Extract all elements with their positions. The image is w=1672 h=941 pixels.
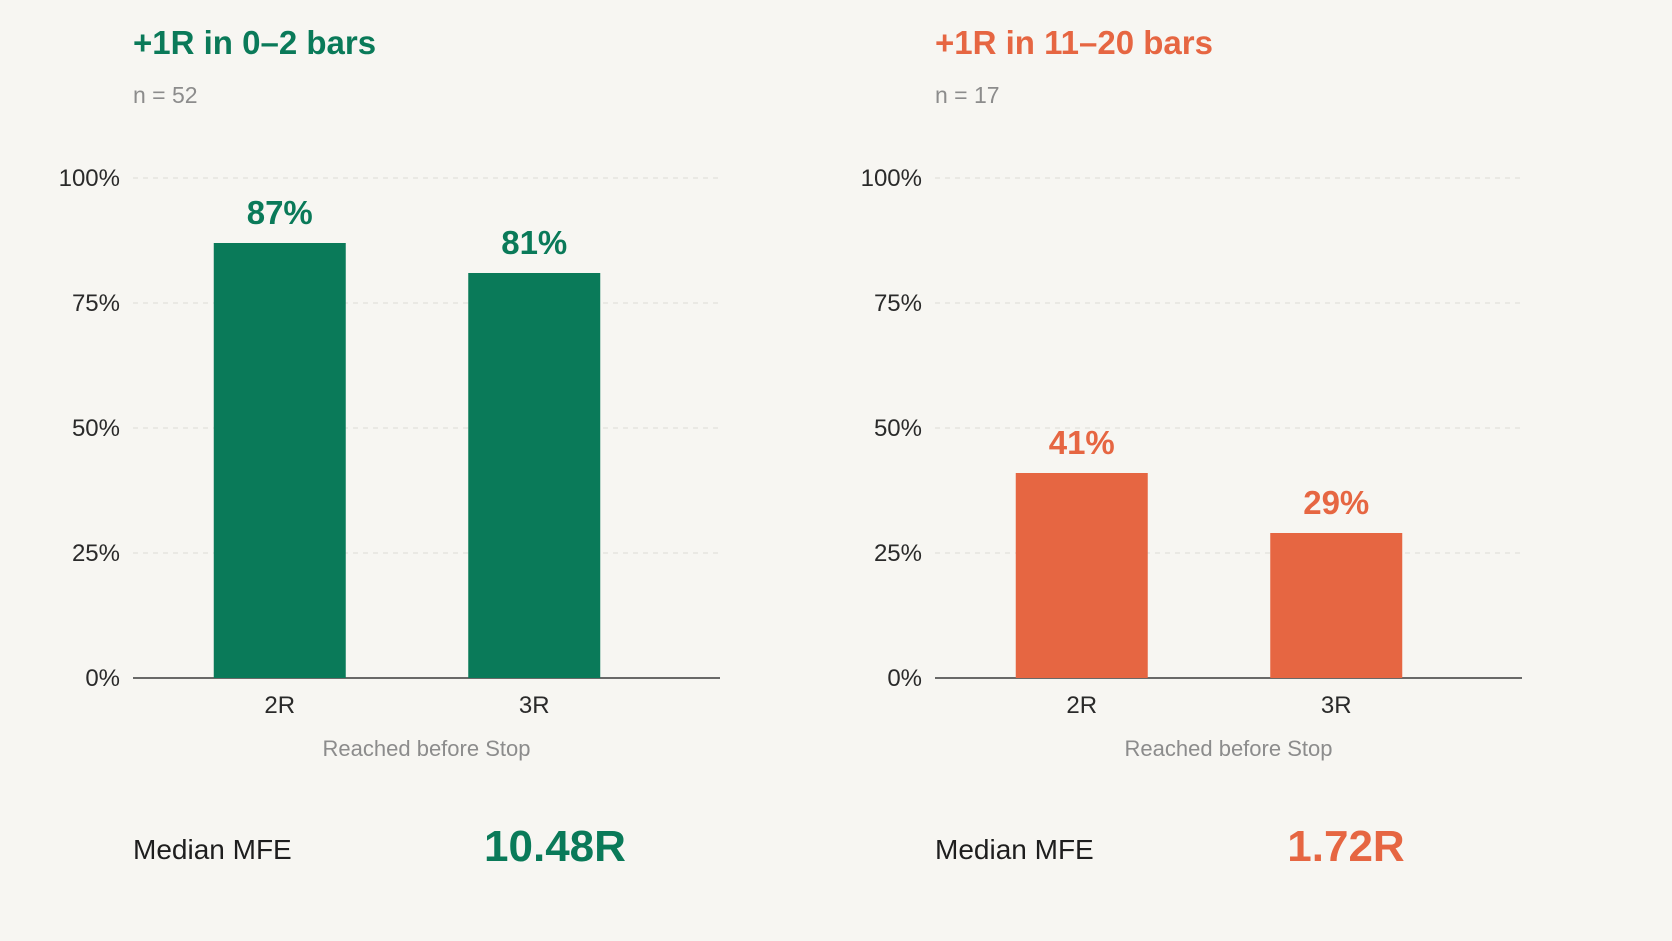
- chart-subtitle: n = 17: [935, 82, 1000, 108]
- x-tick-label: 3R: [519, 692, 550, 719]
- bar: [468, 273, 601, 678]
- bar-chart: 0% 25% 50% 75% 100% 41% 2R 29% 3R Reached before …: [861, 165, 1522, 761]
- bar-value-label: 29%: [1303, 484, 1369, 521]
- y-tick-label: 0%: [887, 665, 922, 692]
- y-tick-label: 0%: [85, 665, 120, 692]
- y-tick-label: 100%: [59, 165, 120, 192]
- chart-subtitle: n = 52: [133, 82, 198, 108]
- bar-chart: 0% 25% 50% 75% 100% 87% 2R 81% 3R Reached before …: [59, 165, 720, 761]
- x-tick-label: 2R: [1066, 692, 1097, 719]
- bar-value-label: 81%: [501, 224, 567, 261]
- bar-value-label: 87%: [247, 194, 313, 231]
- x-axis-title: Reached before Stop: [1125, 736, 1333, 761]
- bar: [1270, 533, 1403, 678]
- x-axis-title: Reached before Stop: [323, 736, 531, 761]
- y-tick-label: 25%: [72, 540, 120, 567]
- x-tick-label: 3R: [1321, 692, 1352, 719]
- x-tick-label: 2R: [264, 692, 295, 719]
- chart-panel-left: +1R in 0–2 bars n = 52 0% 25% 50% 75% 100% 87…: [0, 0, 760, 941]
- metric-value: 10.48R: [484, 822, 626, 871]
- bar: [213, 243, 346, 678]
- chart-panel-right: +1R in 11–20 bars n = 17 0% 25% 50% 75% 100%…: [802, 0, 1562, 941]
- chart-title: +1R in 0–2 bars: [133, 24, 377, 61]
- y-tick-label: 75%: [874, 290, 922, 317]
- y-tick-label: 75%: [72, 290, 120, 317]
- chart-title: +1R in 11–20 bars: [935, 24, 1213, 61]
- metric-value: 1.72R: [1287, 822, 1405, 871]
- y-tick-label: 100%: [861, 165, 922, 192]
- metric-label: Median MFE: [935, 834, 1094, 865]
- y-tick-label: 25%: [874, 540, 922, 567]
- bar-value-label: 41%: [1049, 424, 1115, 461]
- y-tick-label: 50%: [72, 415, 120, 442]
- bar: [1015, 473, 1148, 678]
- metric-label: Median MFE: [133, 834, 292, 865]
- y-tick-label: 50%: [874, 415, 922, 442]
